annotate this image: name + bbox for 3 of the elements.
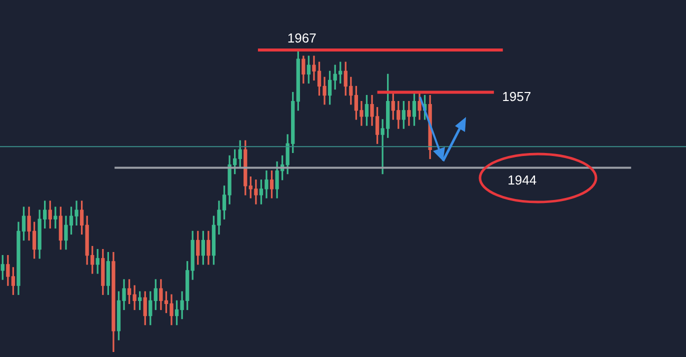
text: 1967 (287, 30, 316, 46)
annotation: 1957 (502, 88, 532, 104)
annotation: 1944 (508, 172, 537, 188)
